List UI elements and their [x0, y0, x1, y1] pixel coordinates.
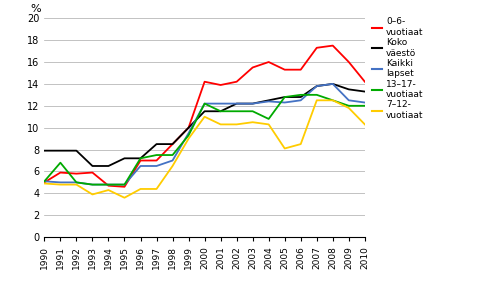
Text: %: % [30, 4, 40, 14]
Legend: 0–6-
vuotiaat, Koko
väestö, Kaikki
lapset, 13–17-
vuotiaat, 7–12-
vuotiaat: 0–6- vuotiaat, Koko väestö, Kaikki lapse… [368, 14, 427, 123]
